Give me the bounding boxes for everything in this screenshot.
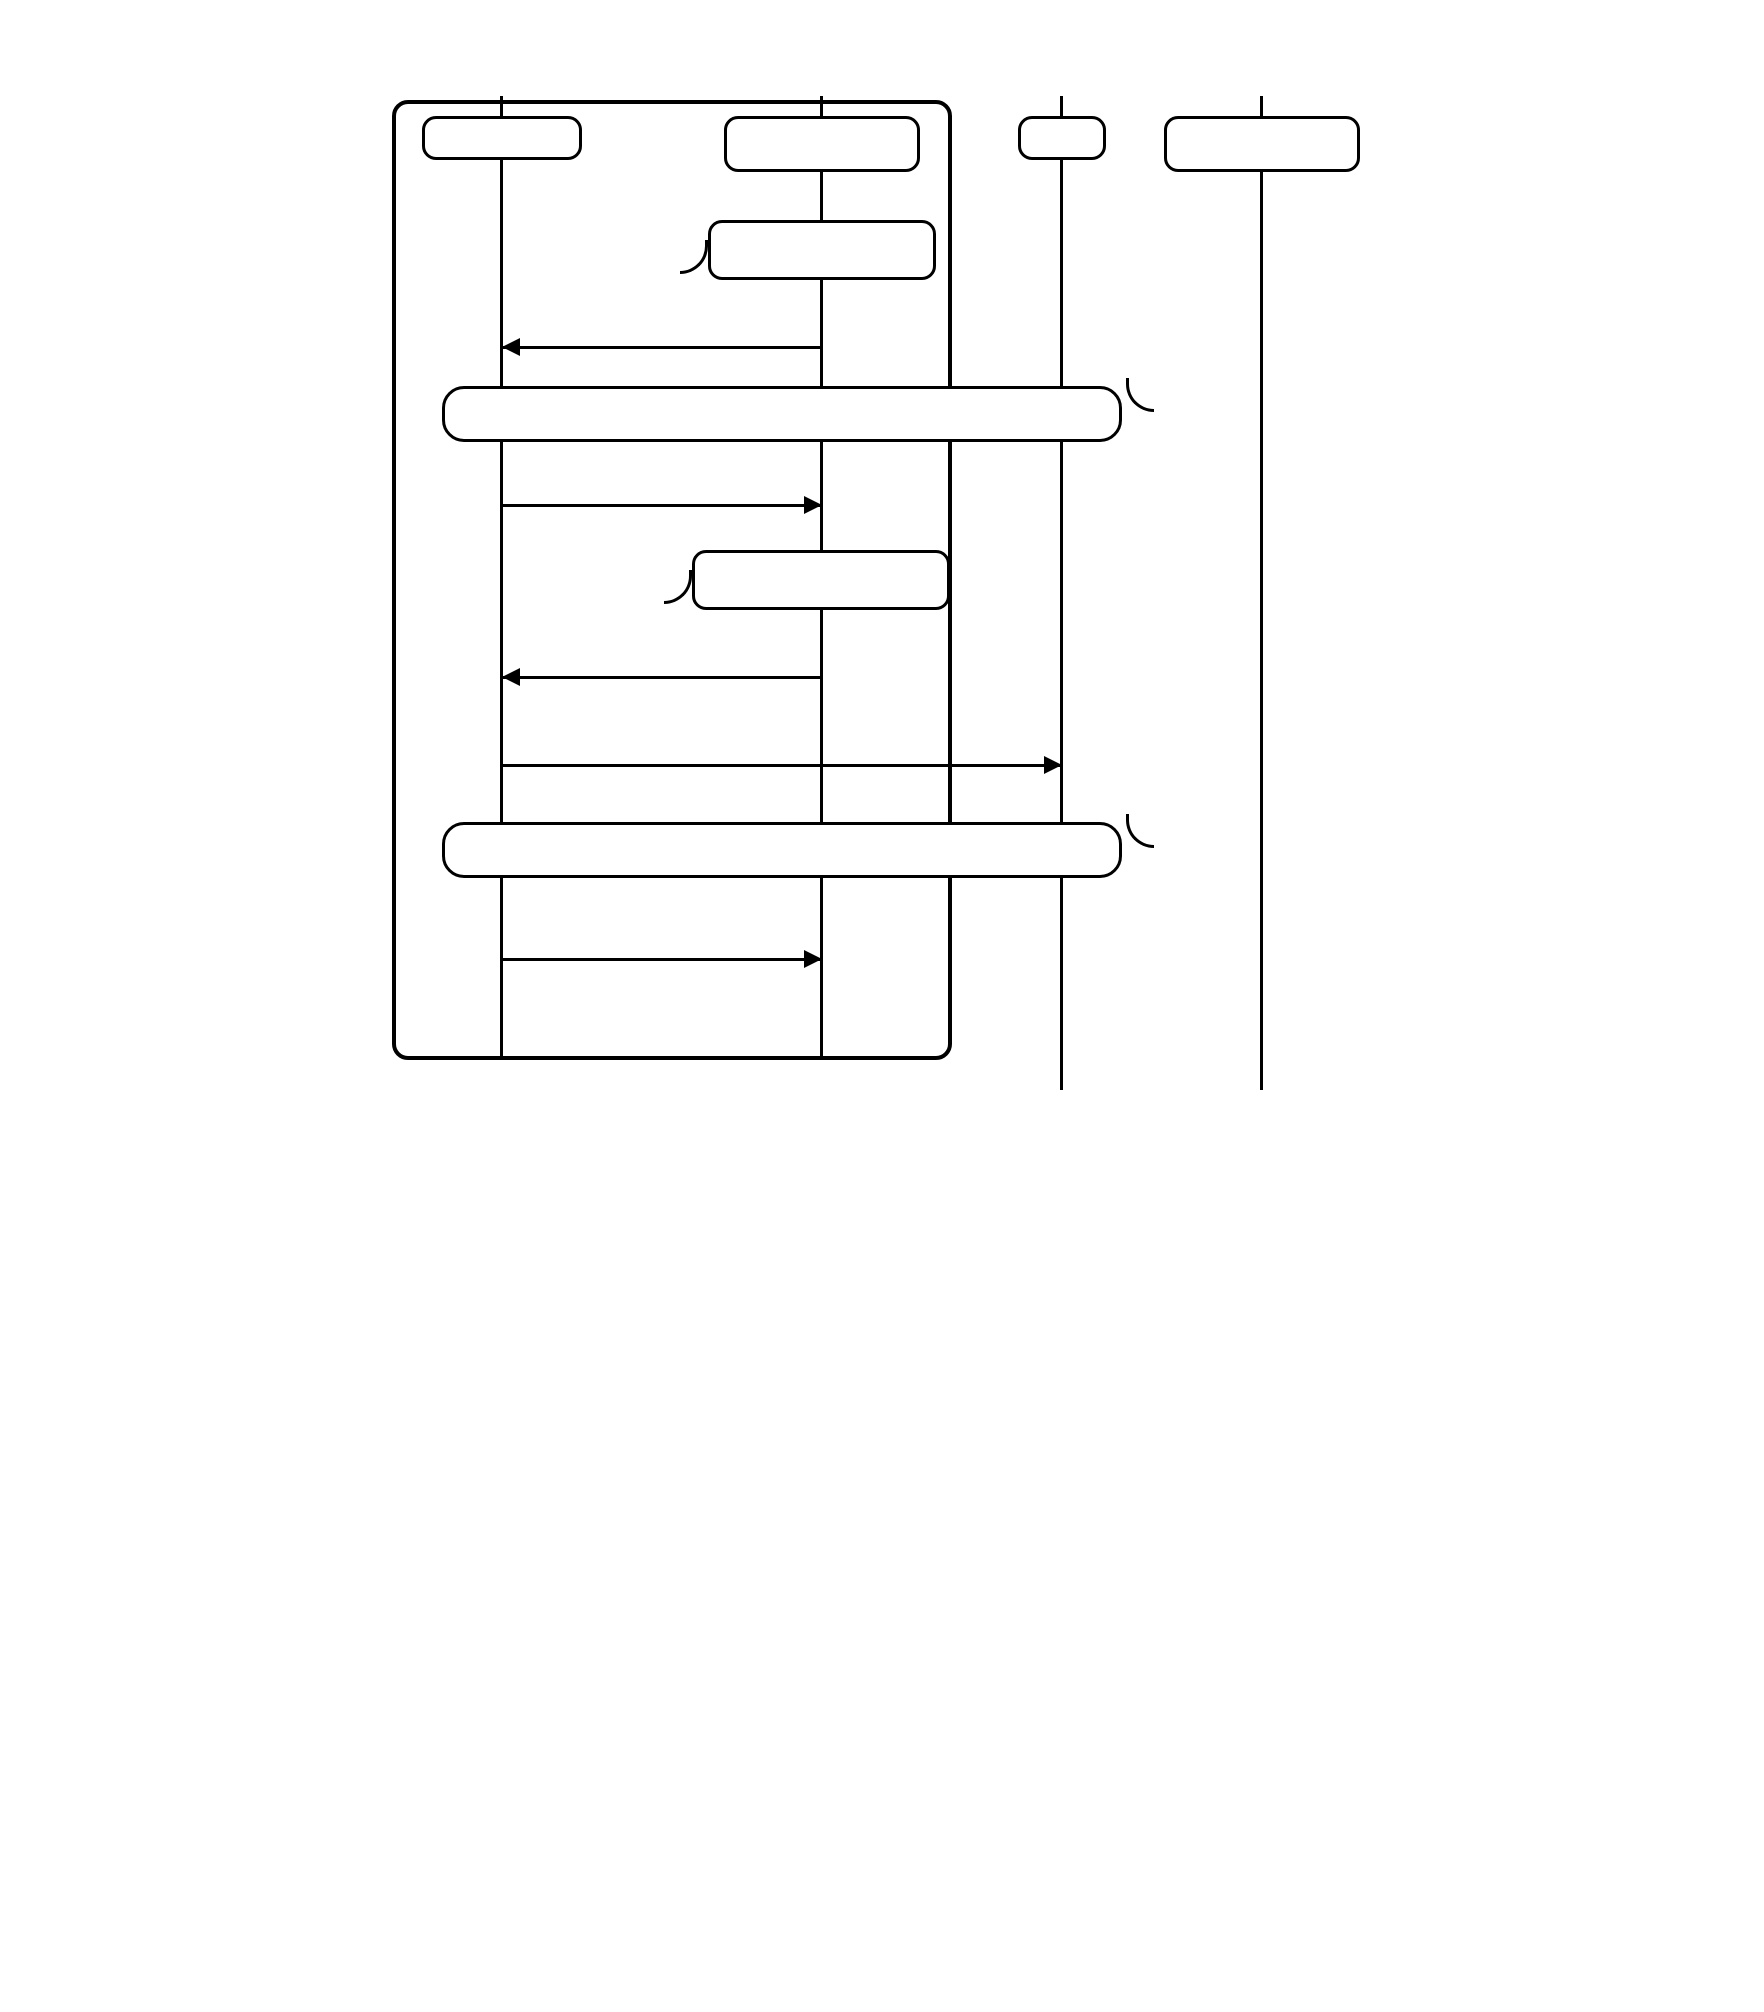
msg-207-line [502, 764, 1062, 767]
enb-lifeline [1060, 160, 1063, 1090]
legacy-network-box [1164, 116, 1360, 172]
decision-201-box [708, 220, 936, 280]
sequence-diagram [382, 40, 1382, 1120]
arrow-right-icon [804, 496, 822, 514]
procedure-208-box [442, 822, 1122, 878]
enb-box [1018, 116, 1106, 160]
tick [500, 96, 503, 116]
tick [1060, 96, 1063, 116]
arrow-left-icon [502, 668, 520, 686]
decision-205-box [692, 550, 950, 610]
arrow-left-icon [502, 338, 520, 356]
tick [1260, 96, 1263, 116]
arrow-right-icon [804, 950, 822, 968]
arrow-right-icon [1044, 756, 1062, 774]
tick [820, 96, 823, 116]
procedure-203-box [442, 386, 1122, 442]
msg-204-line [502, 504, 822, 507]
legacy-terminal-lifeline [820, 172, 823, 1060]
ref-arc [1126, 378, 1154, 412]
lte-terminal-lifeline [500, 160, 503, 1060]
lte-terminal-box [422, 116, 582, 160]
ref-arc [1126, 814, 1154, 848]
msg-206-line [502, 676, 822, 679]
msg-202-line [502, 346, 822, 349]
msg-209-line [502, 958, 822, 961]
legacy-terminal-box [724, 116, 920, 172]
legacy-network-lifeline [1260, 172, 1263, 1090]
